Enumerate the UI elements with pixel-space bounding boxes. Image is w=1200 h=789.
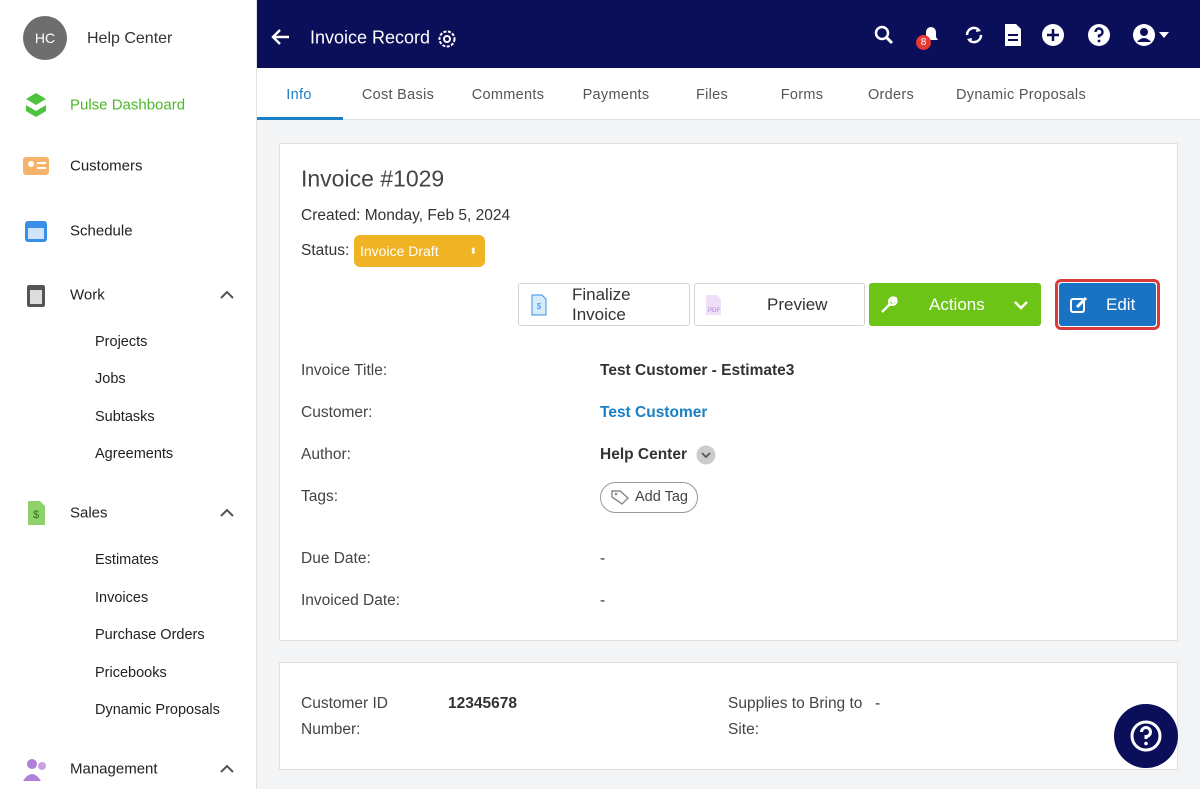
created-date: Created: Monday, Feb 5, 2024 — [301, 207, 511, 224]
header: Invoice Record 8 — [257, 0, 1200, 68]
tab-bar: Info Cost Basis Comments Payments Files … — [257, 68, 1200, 120]
nav-item[interactable]: Work — [70, 286, 105, 304]
notification-badge: 8 — [916, 35, 931, 50]
settings-icon[interactable] — [436, 28, 458, 50]
preview-button[interactable]: PDF Preview — [694, 283, 865, 326]
field-value: Test Customer - Estimate3 — [600, 362, 795, 379]
sales-icon: $ — [28, 501, 45, 525]
field-value: - — [875, 695, 881, 712]
nav-item[interactable]: Schedule — [70, 222, 133, 240]
collapse-chevron[interactable] — [218, 504, 236, 522]
help-icon[interactable] — [1087, 23, 1111, 47]
collapse-chevron[interactable] — [218, 286, 236, 304]
tab[interactable]: Dynamic Proposals — [955, 87, 1087, 103]
customers-icon — [23, 157, 49, 175]
dropdown-chevron — [1014, 300, 1028, 310]
field-value: 12345678 — [448, 695, 517, 712]
svg-text:$: $ — [537, 301, 542, 310]
work-icon — [27, 285, 45, 307]
highlight-outline — [1055, 279, 1160, 330]
nav-subitem[interactable]: Purchase Orders — [95, 627, 205, 643]
nav-subitem[interactable]: Dynamic Proposals — [95, 702, 220, 718]
add-tag-button[interactable]: Add Tag — [600, 482, 698, 513]
status-select[interactable]: Invoice Draft ⬍ — [354, 235, 485, 267]
tab[interactable]: Comments — [471, 87, 545, 103]
status-label: Status: — [301, 242, 350, 259]
tab[interactable]: Payments — [582, 87, 650, 103]
document-icon[interactable] — [1003, 23, 1023, 47]
field-label: Invoiced Date: — [301, 592, 401, 609]
field-label: Author: — [301, 446, 351, 463]
details-card — [279, 662, 1178, 770]
nav-item[interactable]: Customers — [70, 157, 143, 175]
field-value: - — [600, 550, 606, 567]
tab[interactable]: Info — [286, 87, 312, 103]
back-button[interactable] — [271, 27, 291, 47]
nav-subitem[interactable]: Jobs — [95, 371, 126, 387]
collapse-chevron[interactable] — [218, 760, 236, 778]
field-label: Supplies to Bring to Site: — [728, 695, 863, 738]
nav-subitem[interactable]: Estimates — [95, 552, 159, 568]
schedule-icon — [25, 221, 47, 242]
wrench-icon — [881, 295, 898, 313]
nav-item[interactable]: Management — [70, 760, 158, 778]
nav-subitem[interactable]: Agreements — [95, 446, 174, 462]
actions-button[interactable]: Actions — [869, 283, 1041, 326]
field-label: Invoice Title: — [301, 362, 388, 379]
management-icon — [23, 759, 46, 781]
button-label: Edit — [1106, 294, 1136, 314]
sync-icon[interactable] — [963, 24, 985, 46]
pdf-icon: PDF — [706, 294, 721, 315]
finalize-icon: $ — [531, 294, 547, 315]
author-dropdown[interactable] — [696, 445, 716, 465]
avatar[interactable]: HC — [23, 16, 67, 60]
invoice-title: Invoice #1029 — [301, 165, 445, 192]
dashboard-icon — [26, 93, 46, 117]
tab[interactable]: Files — [695, 87, 729, 103]
nav-subitem[interactable]: Pricebooks — [95, 665, 167, 681]
edit-icon — [1070, 296, 1088, 313]
nav-item[interactable]: Pulse Dashboard — [70, 96, 186, 114]
nav-subitem[interactable]: Projects — [95, 334, 148, 350]
tab[interactable]: Cost Basis — [361, 87, 435, 103]
edit-button[interactable]: Edit — [1059, 283, 1156, 326]
field-label: Customer ID Number: — [301, 695, 388, 738]
add-icon[interactable] — [1041, 23, 1065, 47]
button-label: Add Tag — [635, 489, 688, 505]
account-menu[interactable] — [1131, 22, 1173, 48]
field-value: Help Center — [600, 446, 687, 463]
svg-text:$: $ — [33, 509, 39, 521]
nav-item[interactable]: Sales — [70, 504, 108, 522]
field-value: - — [600, 592, 606, 609]
nav-subitem[interactable]: Subtasks — [95, 409, 155, 425]
user-name: Help Center — [87, 30, 173, 47]
floating-help-button[interactable] — [1114, 704, 1178, 768]
button-label: Actions — [929, 294, 985, 314]
tab[interactable]: Orders — [867, 87, 915, 103]
field-label: Due Date: — [301, 550, 371, 567]
select-arrows: ⬍ — [469, 246, 477, 256]
invoice-card — [279, 143, 1178, 641]
header-title: Invoice Record — [310, 27, 431, 48]
sidebar: HC Help Center Pulse Dashboard Customers… — [0, 0, 257, 789]
tab[interactable]: Forms — [780, 87, 824, 103]
active-tab-indicator — [257, 117, 343, 120]
button-label: Preview — [767, 294, 828, 314]
svg-text:PDF: PDF — [708, 308, 720, 314]
field-label: Customer: — [301, 404, 373, 421]
field-label: Tags: — [301, 488, 339, 505]
status-value: Invoice Draft — [360, 243, 439, 259]
tag-icon — [611, 490, 629, 505]
button-label: Finalize Invoice — [571, 284, 631, 324]
nav-subitem[interactable]: Invoices — [95, 590, 149, 606]
finalize-button[interactable]: $ Finalize Invoice — [518, 283, 690, 326]
customer-link[interactable]: Test Customer — [600, 404, 708, 421]
search-icon[interactable] — [873, 24, 895, 46]
